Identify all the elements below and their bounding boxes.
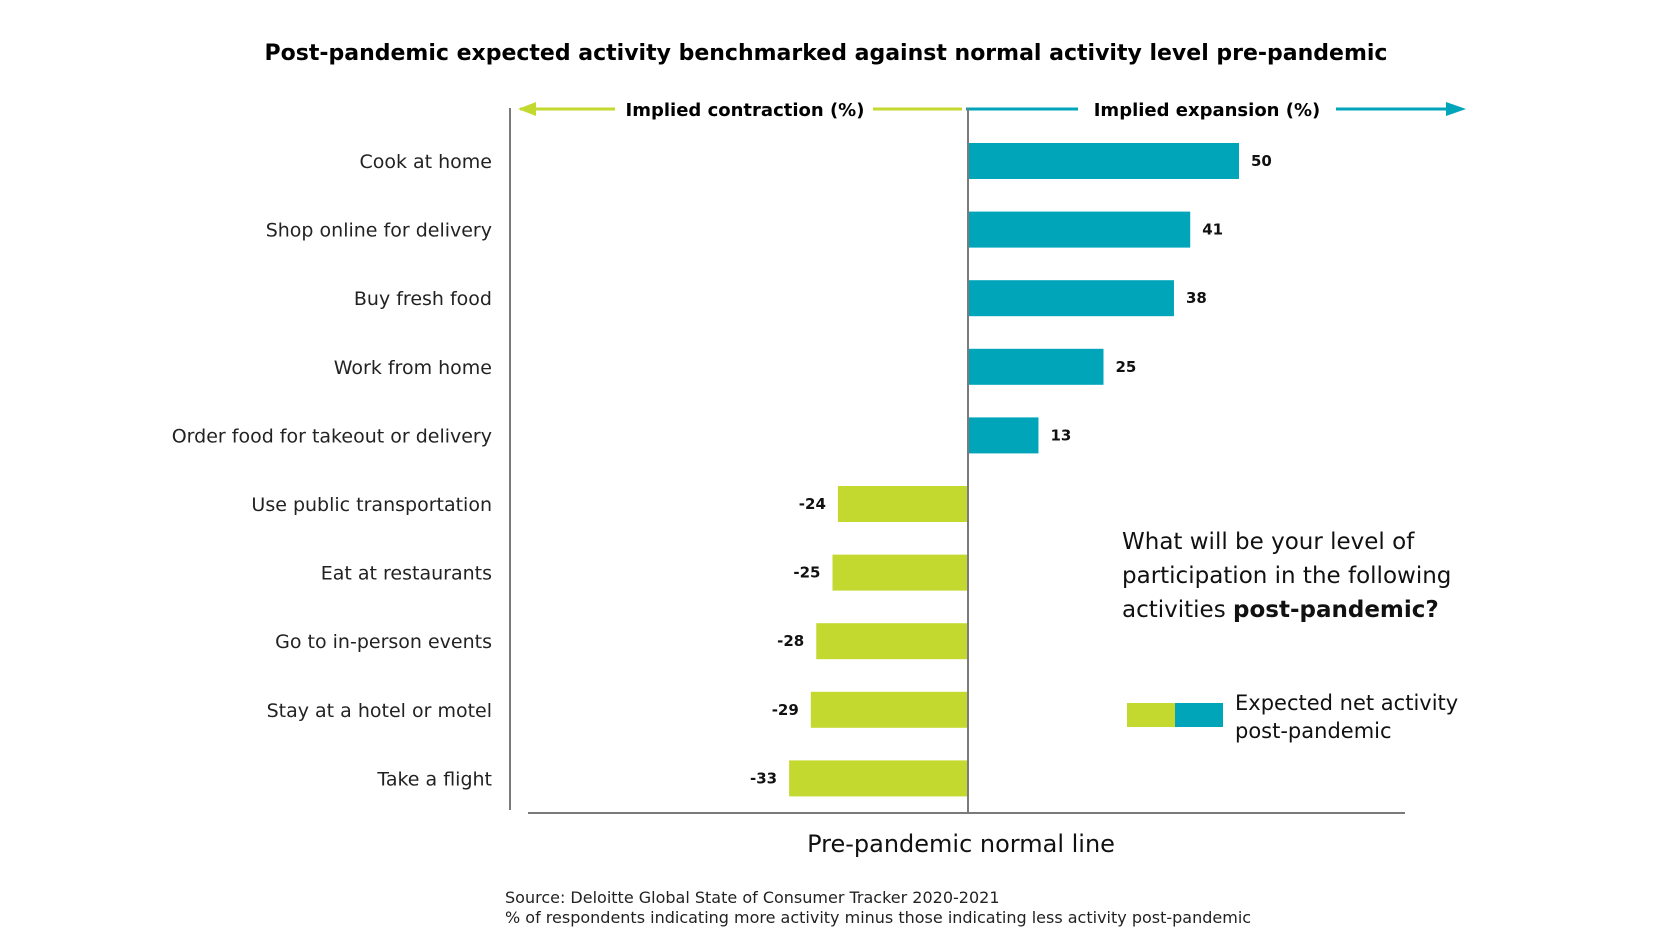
category-label: Shop online for delivery: [266, 220, 492, 242]
category-label: Go to in-person events: [275, 631, 492, 653]
question-line-1: What will be your level of: [1122, 529, 1415, 555]
legend: Expected net activity post-pandemic: [1127, 691, 1458, 743]
expansion-arrowhead-icon: [1446, 102, 1466, 116]
category-label: Work from home: [334, 357, 492, 379]
data-label: 38: [1186, 289, 1207, 307]
bar: [968, 211, 1191, 248]
legend-swatch-expansion: [1175, 703, 1223, 727]
question-line-3-prefix: activities: [1122, 597, 1233, 623]
source-line-1: Source: Deloitte Global State of Consume…: [505, 888, 1000, 907]
bar: [968, 280, 1174, 317]
category-label: Take a flight: [376, 768, 492, 790]
expansion-header: Implied expansion (%): [966, 100, 1466, 121]
legend-swatch-contraction: [1127, 703, 1175, 727]
chart-title: Post-pandemic expected activity benchmar…: [265, 41, 1388, 66]
data-label: -28: [777, 632, 804, 650]
bar: [968, 348, 1104, 385]
category-label: Cook at home: [359, 151, 492, 173]
bar: [789, 760, 968, 797]
data-label: -25: [793, 564, 820, 582]
data-label: -24: [799, 495, 826, 513]
contraction-header: Implied contraction (%): [518, 100, 962, 121]
data-label: 50: [1251, 152, 1272, 170]
expansion-header-label: Implied expansion (%): [1094, 100, 1321, 121]
bar: [837, 486, 968, 522]
category-labels-group: Cook at home Shop online for delivery Buy …: [172, 151, 492, 790]
category-label: Buy fresh food: [354, 288, 492, 310]
data-label: -33: [750, 769, 777, 787]
data-label: 13: [1050, 426, 1071, 444]
bar: [810, 691, 968, 728]
category-label: Stay at a hotel or motel: [267, 700, 492, 722]
legend-label-line-1: Expected net activity: [1235, 691, 1458, 715]
question-line-3-bold: post-pandemic?: [1233, 597, 1439, 623]
baseline-label: Pre-pandemic normal line: [807, 830, 1115, 858]
question-line-2: participation in the following: [1122, 563, 1451, 589]
source-line-2: % of respondents indicating more activit…: [505, 908, 1251, 927]
data-label: 25: [1116, 358, 1137, 376]
category-label: Order food for takeout or delivery: [172, 425, 492, 447]
data-label: -29: [772, 701, 799, 719]
bar: [968, 417, 1039, 454]
data-label: 41: [1202, 221, 1223, 239]
legend-label-line-2: post-pandemic: [1235, 719, 1392, 743]
contraction-arrowhead-icon: [518, 102, 536, 116]
bar: [832, 554, 968, 591]
bar: [968, 143, 1239, 179]
bar: [816, 623, 968, 660]
category-label: Use public transportation: [251, 494, 492, 516]
bars-group: [789, 143, 1239, 797]
contraction-header-label: Implied contraction (%): [626, 100, 865, 121]
question-block: What will be your level of participation…: [1122, 529, 1451, 623]
data-labels-group: 50 41 38 25 13 -24 -25 -28 -29 -33: [750, 152, 1272, 787]
category-label: Eat at restaurants: [321, 563, 492, 585]
question-line-3: activities post-pandemic?: [1122, 597, 1439, 623]
